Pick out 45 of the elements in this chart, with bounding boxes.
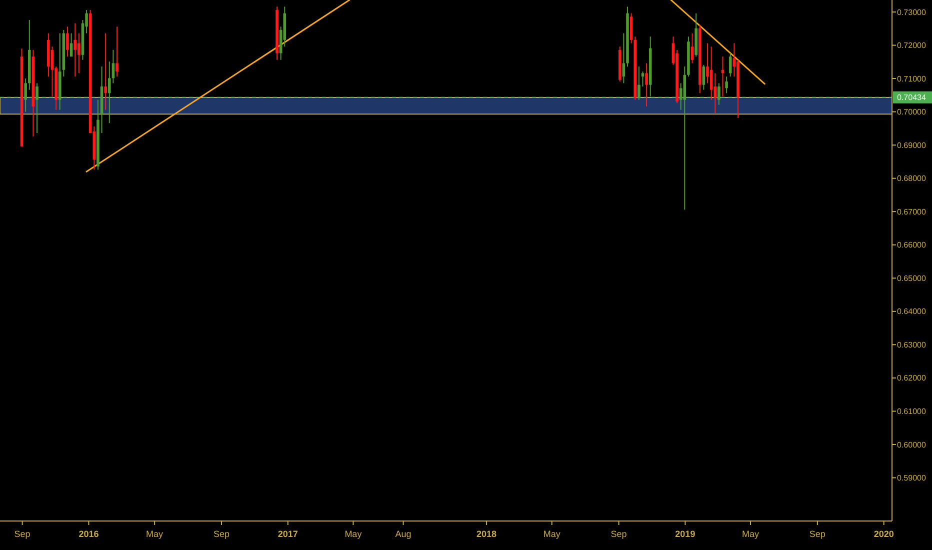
candlestick [728, 52, 732, 78]
y-tick-label: 0.60000 [897, 440, 926, 450]
candlestick [702, 64, 706, 90]
candlestick [36, 82, 38, 134]
x-tick-label: May [543, 529, 561, 539]
y-tick-label: 0.62000 [897, 374, 926, 383]
y-tick-label: 0.68000 [897, 174, 926, 184]
x-tick-label: Aug [395, 529, 412, 539]
y-tick-label: 0.67000 [897, 207, 926, 216]
y-tick-label: 0.73000 [897, 8, 926, 17]
ref-line-label: 0.70434 [897, 93, 926, 102]
y-tick-label: 0.65000 [897, 274, 926, 283]
candlestick [622, 32, 626, 84]
y-tick-label: 0.69000 [897, 140, 926, 150]
candlestick [104, 32, 107, 110]
x-tick-label: 2018 [476, 529, 497, 539]
x-tick-label: 2020 [874, 529, 894, 539]
candlestick [690, 32, 694, 64]
y-tick-label: 0.66000 [897, 240, 926, 250]
x-tick-label: Sep [213, 529, 230, 539]
x-tick-label: May [742, 529, 760, 539]
y-tick-label: 0.59000 [897, 474, 926, 483]
candlestick [638, 66, 640, 100]
candlestick [78, 32, 80, 74]
x-tick-label: 2017 [278, 529, 298, 539]
y-tick-label: 0.70000 [897, 108, 926, 117]
candlestick [645, 62, 648, 107]
x-tick-label: May [146, 529, 164, 539]
candlestick [66, 26, 69, 58]
candlestick [116, 26, 118, 78]
x-tick-label: 2016 [78, 529, 99, 539]
y-tick-label: 0.72000 [897, 41, 926, 50]
y-tick-label: 0.71000 [897, 74, 926, 84]
y-tick-label: 0.64000 [897, 307, 926, 316]
x-tick-label: May [344, 529, 362, 539]
y-tick-label: 0.61000 [897, 407, 926, 416]
candlestick [725, 76, 728, 94]
candlestick [24, 78, 27, 112]
x-tick-label: Sep [610, 529, 627, 539]
candlestick [74, 22, 77, 78]
x-tick-label: Sep [809, 529, 826, 539]
x-tick-label: 2019 [675, 529, 696, 539]
candlestick [718, 82, 720, 106]
x-tick-label: Sep [14, 529, 30, 539]
y-tick-label: 0.63000 [897, 340, 926, 350]
